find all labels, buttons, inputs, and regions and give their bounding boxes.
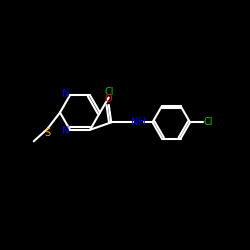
- Text: Cl: Cl: [104, 87, 114, 97]
- Text: S: S: [44, 128, 51, 138]
- Text: Cl: Cl: [203, 117, 213, 127]
- Text: N: N: [62, 126, 69, 136]
- Text: O: O: [105, 94, 112, 104]
- Text: NH: NH: [132, 117, 146, 127]
- Text: N: N: [62, 89, 69, 99]
